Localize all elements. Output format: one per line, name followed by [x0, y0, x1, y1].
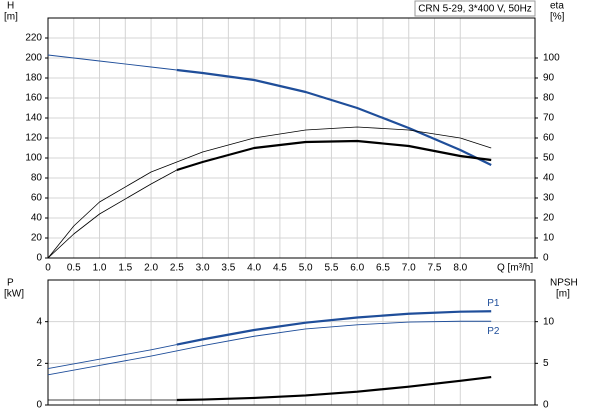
y-tick-label: 140 [25, 113, 42, 124]
x-tick-label: 0 [45, 263, 51, 274]
y-tick-label: 80 [31, 173, 43, 184]
x-tick-label: 3.5 [221, 263, 235, 274]
series-label: P2 [487, 326, 500, 337]
y2-tick-label: 100 [543, 53, 560, 64]
y-axis-unit: [kW] [4, 289, 24, 300]
y2-tick-label: 0 [543, 253, 549, 264]
curve [176, 375, 492, 402]
y-tick-label: 4 [36, 316, 42, 327]
x-tick-label: 1.5 [118, 263, 132, 274]
x-tick-label: 8.0 [453, 263, 467, 274]
x-tick-label: 0.5 [67, 263, 81, 274]
curve [176, 310, 492, 346]
y-axis-unit: [m] [4, 12, 18, 23]
plot-frame [47, 279, 536, 406]
x-tick-label: 4.5 [273, 263, 287, 274]
y2-tick-label: 80 [543, 93, 555, 104]
curve [176, 139, 492, 172]
curve [47, 126, 492, 259]
x-tick-label: 7.0 [402, 263, 416, 274]
curve [47, 344, 177, 369]
y-tick-label: 0 [36, 253, 42, 264]
y2-tick-label: 5 [543, 358, 549, 369]
series-label: P1 [487, 298, 500, 309]
y2-axis-unit: [%] [550, 12, 565, 23]
y2-tick-label: 20 [543, 213, 555, 224]
x-tick-label: 6.5 [376, 263, 390, 274]
y2-axis-label: eta [550, 1, 564, 12]
x-tick-label: 2.0 [144, 263, 158, 274]
x-tick-label: 5.0 [299, 263, 313, 274]
x-tick-label: 6.0 [350, 263, 364, 274]
y-tick-label: 200 [25, 53, 42, 64]
x-tick-label: 2.5 [170, 263, 184, 274]
y-tick-label: 120 [25, 133, 42, 144]
y-tick-label: 40 [31, 213, 43, 224]
y2-tick-label: 40 [543, 173, 555, 184]
curve [47, 54, 177, 71]
y-tick-label: 160 [25, 93, 42, 104]
y-tick-label: 60 [31, 193, 43, 204]
x-tick-label: 5.5 [324, 263, 338, 274]
curve [176, 68, 492, 166]
x-tick-label: 4.0 [247, 263, 261, 274]
plot-frame [47, 17, 536, 259]
y2-axis-unit: [m] [556, 289, 570, 300]
curve [47, 169, 178, 259]
y-tick-label: 180 [25, 73, 42, 84]
y-tick-label: 20 [31, 233, 43, 244]
y-tick-label: 0 [36, 400, 42, 411]
y-tick-label: 220 [25, 33, 42, 44]
x-tick-label: 1.0 [93, 263, 107, 274]
y-tick-label: 100 [25, 153, 42, 164]
y2-axis-label: NPSH [550, 278, 578, 289]
y2-tick-label: 30 [543, 193, 555, 204]
y2-tick-label: 10 [543, 233, 555, 244]
y2-tick-label: 50 [543, 153, 555, 164]
y-axis-label: P [7, 278, 14, 289]
y2-tick-label: 10 [543, 316, 555, 327]
y2-tick-label: 70 [543, 113, 555, 124]
chart-title: CRN 5-29, 3*400 V, 50Hz [418, 4, 532, 15]
x-tick-label: 3.0 [196, 263, 210, 274]
y2-tick-label: 0 [543, 400, 549, 411]
y-tick-label: 2 [36, 358, 42, 369]
x-tick-label: 7.5 [428, 263, 442, 274]
title-box [414, 0, 536, 17]
x-axis-label: Q [m³/h] [497, 263, 533, 274]
y2-tick-label: 90 [543, 73, 555, 84]
y-axis-label: H [7, 1, 14, 12]
curve [47, 320, 492, 376]
y2-tick-label: 60 [543, 133, 555, 144]
